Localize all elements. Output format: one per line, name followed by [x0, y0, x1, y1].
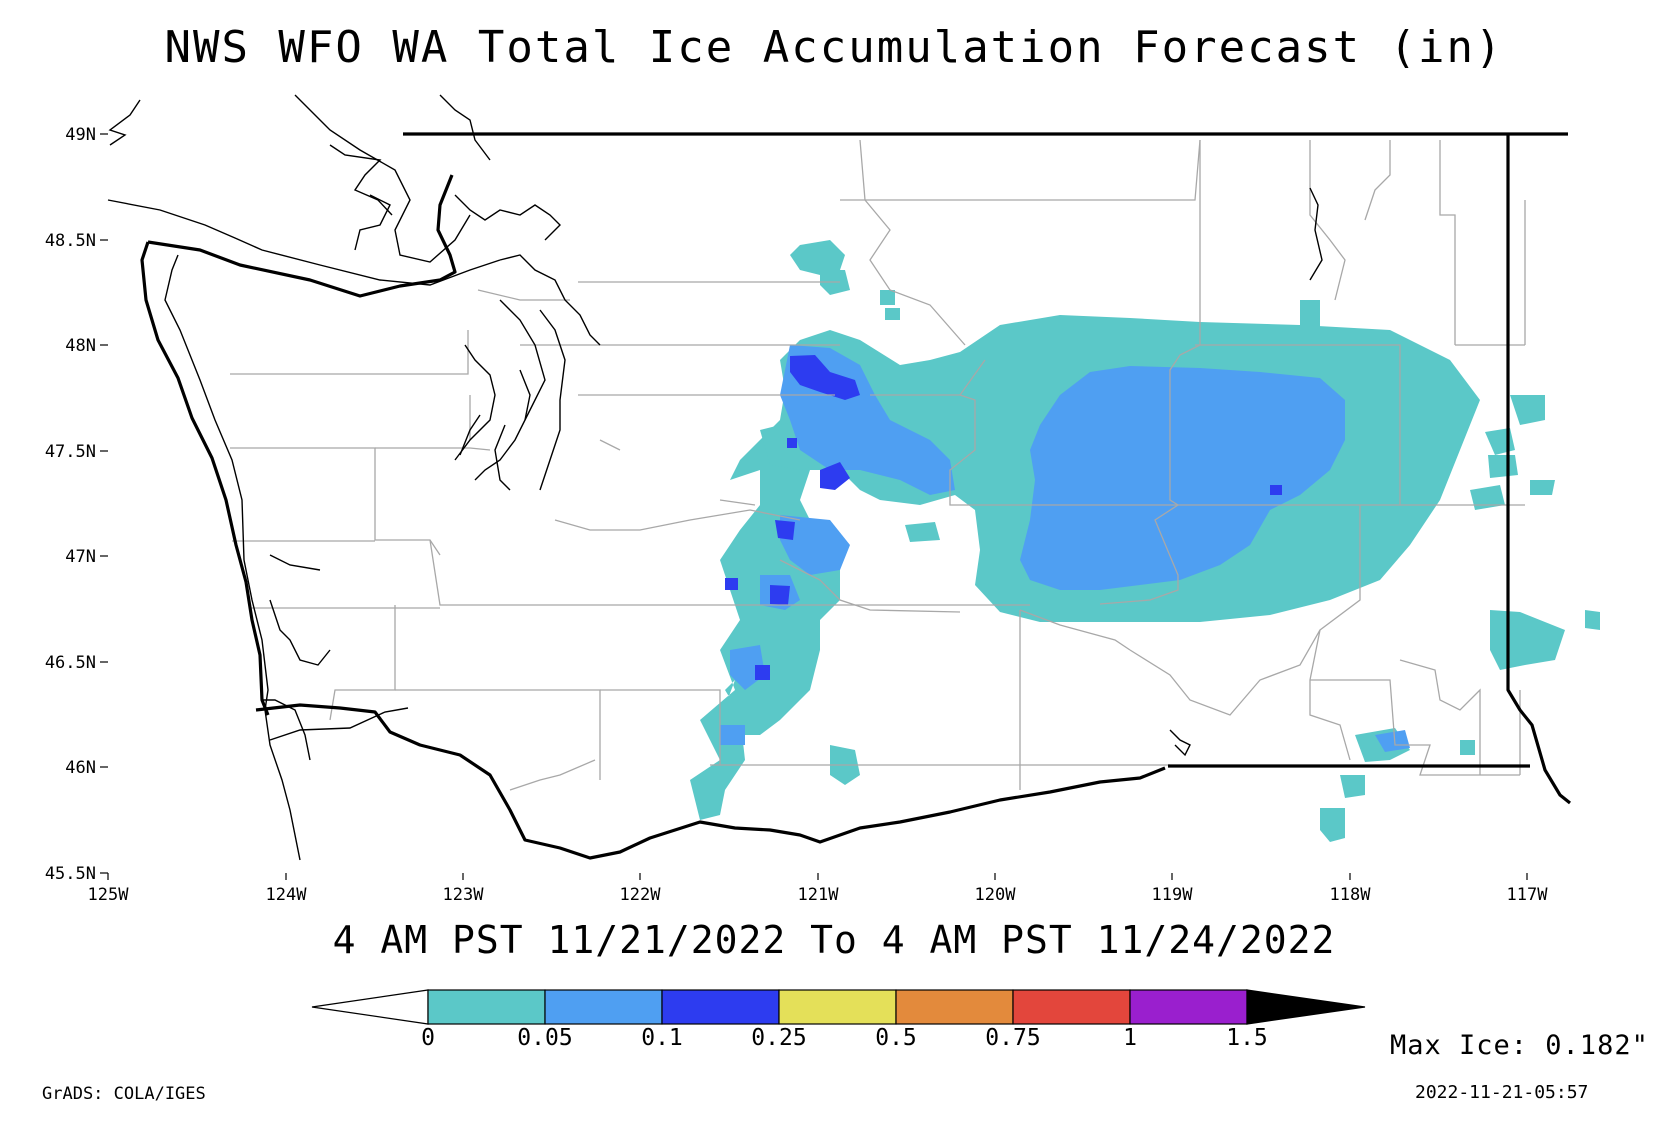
lon-tick-117W: 117W	[1507, 885, 1549, 905]
lon-tick-118W: 118W	[1330, 885, 1372, 905]
lon-tick-124W: 124W	[266, 885, 308, 905]
legend-swatch-1	[544, 989, 663, 1025]
legend-swatch-3	[778, 989, 897, 1025]
lat-tick-46N: 46N	[65, 758, 96, 778]
lat-tick-labels: 49N 48.5N 48N 47.5N 47N 46.5N 46N 45.5N	[45, 125, 96, 884]
lat-tick-46.5N: 46.5N	[45, 653, 96, 673]
legend-labels: 0 0.05 0.1 0.25 0.5 0.75 1 1.5	[421, 1025, 1268, 1051]
legend-swatch-0	[427, 989, 546, 1025]
chart-title: NWS WFO WA Total Ice Accumulation Foreca…	[164, 22, 1504, 73]
county-boundaries	[230, 139, 1526, 791]
legend-swatch-5	[1012, 989, 1131, 1025]
max-ice-readout: Max Ice: 0.182"	[1390, 1030, 1649, 1061]
lat-tick-45.5N: 45.5N	[45, 864, 96, 884]
legend-over-arrow	[1246, 989, 1366, 1025]
lon-tick-121W: 121W	[798, 885, 840, 905]
lon-axis	[107, 873, 1528, 880]
legend-label-5: 0.75	[985, 1025, 1040, 1051]
valid-period: 4 AM PST 11/21/2022 To 4 AM PST 11/24/20…	[332, 918, 1336, 962]
lat-tick-48.5N: 48.5N	[45, 231, 96, 251]
lat-tick-49N: 49N	[65, 125, 96, 145]
legend-label-3: 0.25	[751, 1025, 806, 1051]
grads-credit: GrADS: COLA/IGES	[42, 1084, 206, 1104]
lat-tick-47N: 47N	[65, 547, 96, 567]
lon-tick-123W: 123W	[443, 885, 485, 905]
lat-tick-48N: 48N	[65, 336, 96, 356]
lon-tick-125W: 125W	[88, 885, 130, 905]
ice-band-heavy	[725, 355, 1282, 680]
legend-label-4: 0.5	[875, 1025, 917, 1051]
state-boundary	[140, 132, 1571, 860]
ice-accumulation-shading	[690, 240, 1600, 842]
color-legend: 0 0.05 0.1 0.25 0.5 0.75 1 1.5	[311, 989, 1366, 1051]
legend-label-0: 0	[421, 1025, 435, 1051]
legend-label-2: 0.1	[641, 1025, 683, 1051]
coastlines	[107, 94, 1323, 861]
lon-tick-120W: 120W	[975, 885, 1017, 905]
legend-under-arrow	[311, 989, 429, 1025]
generation-timestamp: 2022-11-21-05:57	[1415, 1082, 1589, 1103]
legend-label-7: 1.5	[1226, 1025, 1268, 1051]
legend-label-6: 1	[1123, 1025, 1137, 1051]
lat-tick-47.5N: 47.5N	[45, 442, 96, 462]
lat-axis	[100, 133, 108, 874]
lon-tick-119W: 119W	[1152, 885, 1194, 905]
legend-swatch-6	[1129, 989, 1248, 1025]
legend-swatch-2	[661, 989, 780, 1025]
legend-label-1: 0.05	[517, 1025, 572, 1051]
legend-swatch-4	[895, 989, 1014, 1025]
lon-tick-labels: 125W 124W 123W 122W 121W 120W 119W 118W …	[88, 885, 1549, 905]
lon-tick-122W: 122W	[620, 885, 662, 905]
